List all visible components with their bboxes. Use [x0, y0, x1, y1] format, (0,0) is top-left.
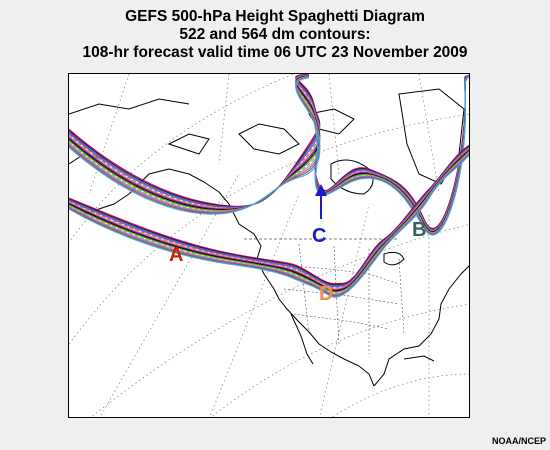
ensemble-member-contour [69, 75, 469, 234]
label-a: A [169, 244, 183, 266]
title-line-3: 108-hr forecast valid time 06 UTC 23 Nov… [82, 44, 468, 61]
ensemble-contours [69, 74, 469, 298]
ensemble-member-contour [69, 154, 469, 298]
ensemble-member-contour [69, 74, 469, 232]
title-line-1: GEFS 500-hPa Height Spaghetti Diagram [125, 8, 425, 25]
label-b: B [412, 219, 426, 241]
graticule [69, 74, 469, 417]
ensemble-member-contour [69, 75, 469, 235]
map-panel: A B C D [68, 73, 470, 418]
label-d: D [319, 283, 333, 305]
ensemble-member-contour [69, 75, 469, 233]
ensemble-member-contour [69, 75, 469, 235]
label-c: C [312, 225, 326, 247]
chart-title: GEFS 500-hPa Height Spaghetti Diagram 52… [0, 8, 550, 62]
ensemble-member-contour [69, 75, 469, 236]
map-canvas: A B C D [69, 74, 469, 417]
ensemble-member-contour [69, 147, 469, 288]
title-line-2: 522 and 564 dm contours: [179, 26, 371, 43]
ensemble-member-contour [69, 74, 469, 233]
trough-arrow [315, 184, 327, 219]
ensemble-member-contour [69, 75, 469, 234]
credit-label: NOAA/NCEP [491, 436, 546, 446]
